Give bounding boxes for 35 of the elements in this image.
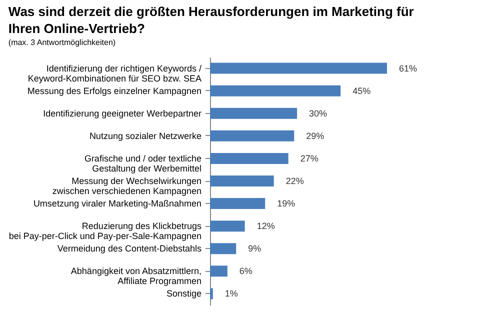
data-label: 9%: [248, 244, 262, 254]
y-tick-label: Identifizierung der richtigen Keywords / Keyword-Kombinationen für SEO bzw. SEA: [28, 63, 202, 84]
y-tick-label: Abhängigkeit von Absatzmittlern, Affiliate Programmen: [70, 266, 202, 286]
bar: [210, 198, 266, 210]
bar: [210, 220, 245, 232]
y-tick-label: Nutzung sozialer Netzwerke: [89, 130, 202, 141]
data-label: 30%: [309, 108, 328, 118]
y-tick-label: Umsetzung viraler Marketing-Maßnahmen: [33, 198, 202, 209]
data-label: 61%: [399, 63, 418, 74]
y-tick-label: Sonstige: [166, 288, 202, 299]
bar: [210, 85, 341, 96]
y-tick-label: Grafische und / oder textliche Gestaltung der Werbemittel: [84, 153, 202, 174]
bar: [210, 176, 274, 186]
data-label: 12%: [256, 221, 275, 232]
bar: [210, 243, 236, 254]
chart-title: Was sind derzeit die größten Herausforderungen im Marketing für Ihren Online-Vertrieb?: [8, 4, 414, 36]
bar: [210, 266, 228, 277]
bar: [210, 152, 288, 164]
y-tick-label: Messung der Wechselwirkungen zwischen verschiedenen Kampagnen: [52, 176, 202, 196]
y-tick-label: Reduzierung des Klickbetrugs bei Pay-per-Click und Pay-per-Sale-Kampagnen: [8, 221, 202, 242]
data-label: 19%: [277, 198, 296, 209]
bar: [210, 108, 298, 119]
data-label: 1%: [224, 288, 238, 299]
data-label: 6%: [239, 266, 252, 276]
text: (max. 3 Antwortmöglichkeiten): [8, 38, 116, 47]
bar: [210, 62, 387, 74]
bar: [210, 288, 213, 300]
data-label: 29%: [306, 130, 324, 141]
y-tick-label: Messung des Erfolgs einzelner Kampagnen: [27, 86, 202, 96]
data-label: 45%: [352, 86, 371, 96]
y-tick-label: Identifizierung geeigneter Werbepartner: [43, 108, 202, 118]
data-label: 22%: [286, 176, 304, 186]
bar: [210, 130, 294, 142]
data-label: 27%: [300, 153, 318, 164]
y-tick-label: Vermeidung des Content-Diebstahls: [57, 244, 202, 254]
